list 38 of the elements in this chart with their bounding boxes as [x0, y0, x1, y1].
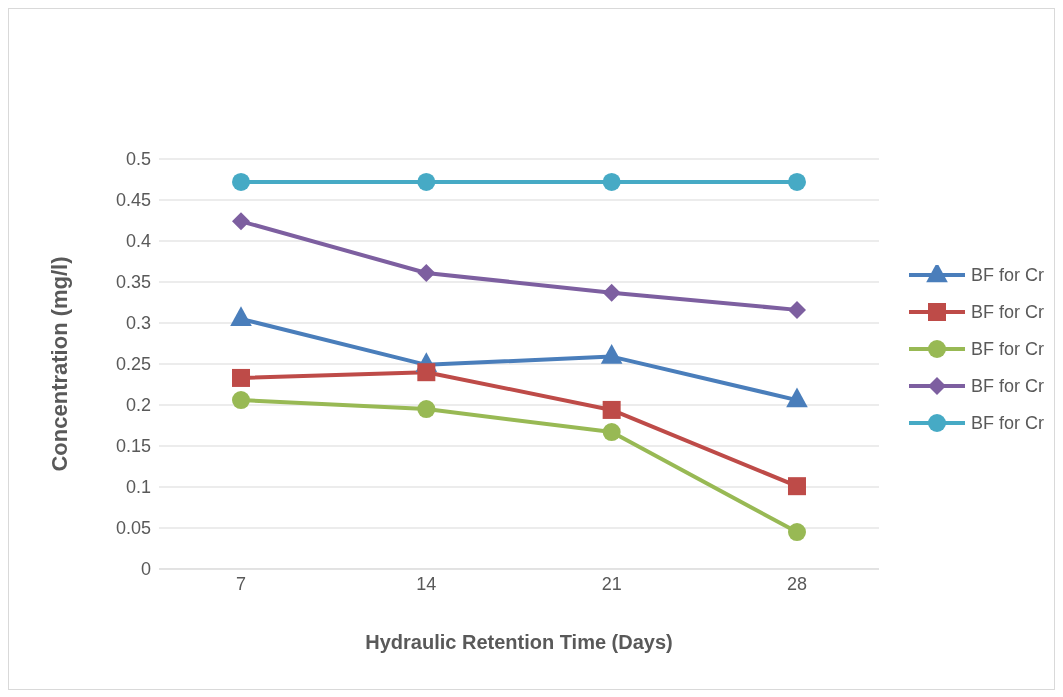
point [787, 523, 806, 542]
point [602, 172, 621, 191]
y-tick-label: 0.35 [115, 272, 151, 293]
point [787, 477, 806, 496]
legend-label: BF for Cr [970, 375, 1044, 397]
y-tick-label: 0.1 [125, 477, 151, 498]
y-tick-label: 0.25 [115, 354, 151, 375]
legend-label: BF for Cr [970, 412, 1044, 434]
point [417, 172, 436, 191]
legend-label: BF for Cr [970, 338, 1044, 360]
point [417, 363, 436, 382]
point [787, 172, 806, 191]
y-tick-label: 0.3 [125, 313, 151, 334]
y-tick-label: 0.05 [115, 518, 151, 539]
x-tick-label: 28 [786, 573, 807, 594]
y-tick-label: 0.45 [115, 190, 151, 211]
point [232, 391, 250, 410]
x-tick-label: 14 [416, 573, 437, 594]
point [787, 300, 806, 319]
point [602, 400, 621, 419]
y-tick-label: 0.2 [125, 395, 151, 416]
point [602, 423, 621, 442]
y-tick-label: 0.4 [125, 231, 151, 252]
point [602, 283, 621, 302]
x-tick-label: 21 [601, 573, 622, 594]
point [417, 263, 436, 282]
legend-label: BF for Cr [970, 301, 1044, 323]
y-tick-label: 0.5 [125, 149, 151, 170]
y-tick-label: 0 [140, 559, 151, 580]
y-tick-label: 0.15 [115, 436, 151, 457]
point [232, 172, 250, 191]
point [232, 368, 250, 387]
x-axis-title: Hydraulic Retention Time (Days) [365, 631, 673, 653]
point [417, 400, 436, 419]
y-axis-title: Concentration (mg/l) [46, 256, 72, 472]
x-tick-label: 7 [235, 573, 247, 594]
legend-label: BF for Cr [970, 264, 1044, 286]
point [232, 212, 250, 231]
